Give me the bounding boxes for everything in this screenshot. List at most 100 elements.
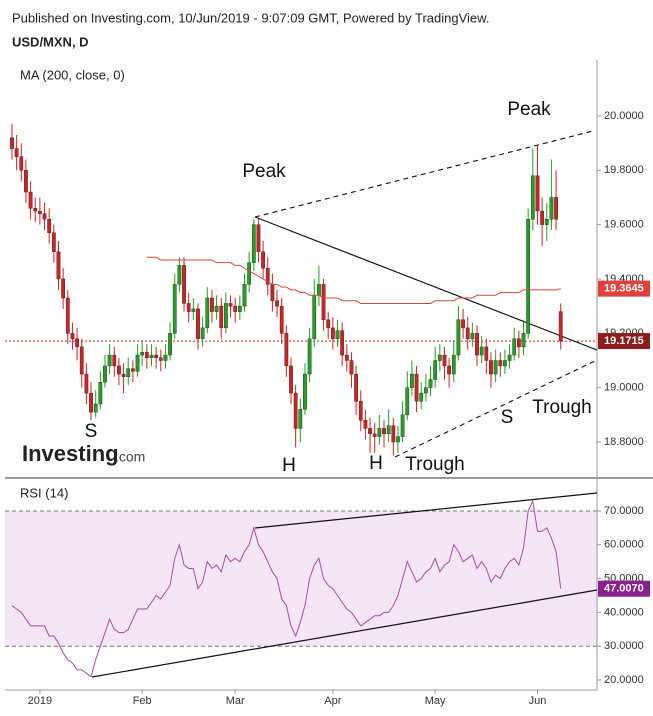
- candle-body: [470, 333, 475, 339]
- candle-body: [251, 224, 256, 263]
- trendline-dashed: [394, 359, 598, 458]
- candle-body: [219, 305, 224, 329]
- annotation: Trough: [405, 454, 465, 475]
- candle-body: [530, 175, 535, 220]
- candle-body: [265, 267, 270, 285]
- x-tick-label: May: [425, 695, 446, 707]
- candle-body: [182, 265, 186, 304]
- candle-body: [186, 303, 191, 312]
- y-tick-label: 18.8000: [604, 436, 644, 448]
- candle-body: [131, 368, 135, 372]
- candle-body: [121, 373, 126, 377]
- rsi-tag-label: 47.0070: [604, 583, 644, 595]
- y-tick-label: 60.0000: [604, 539, 644, 551]
- x-tick-label: Apr: [324, 695, 341, 707]
- candle-body: [28, 191, 33, 209]
- y-tick-label: 40.0000: [604, 606, 644, 618]
- annotation: H: [282, 455, 296, 476]
- candle-body: [307, 338, 312, 375]
- candle-body: [344, 354, 349, 361]
- candle-body: [84, 373, 89, 394]
- candle-body: [326, 319, 331, 329]
- candle-body: [489, 360, 493, 375]
- candle-body: [340, 330, 345, 356]
- tag-layer: 19.3645 19.1715 47.0070: [598, 280, 650, 597]
- annotation: Trough: [532, 397, 592, 418]
- candle-body: [507, 354, 512, 361]
- logo: Investing: [22, 441, 119, 466]
- candle-body: [65, 297, 70, 334]
- candle-body: [158, 357, 163, 361]
- annotation: Peak: [242, 161, 286, 182]
- candle-body: [456, 319, 461, 356]
- candle-body: [479, 346, 484, 356]
- candle-body: [391, 425, 396, 443]
- candle-body: [24, 170, 28, 193]
- candle-body: [247, 262, 252, 285]
- candle-body: [144, 352, 149, 358]
- candle-body: [93, 403, 98, 413]
- rsi-trendline: [254, 492, 598, 529]
- candle-body: [535, 175, 540, 212]
- logo-suffix: .com: [115, 449, 145, 465]
- candle-body: [75, 338, 79, 348]
- candle-body: [321, 284, 326, 320]
- candle-body: [493, 360, 498, 375]
- price-tag-label: 19.1715: [604, 335, 644, 347]
- y-tick-label: 19.8000: [604, 164, 644, 176]
- candle-body: [205, 297, 210, 329]
- chart-title: USD/MXN, D: [12, 34, 89, 49]
- candle-body: [386, 425, 391, 435]
- candle-body: [210, 297, 214, 312]
- candle-body: [554, 197, 558, 220]
- candle-body: [484, 346, 489, 361]
- candle-body: [98, 382, 103, 405]
- annotation: S: [501, 407, 514, 428]
- candle-body: [544, 219, 549, 225]
- candle-body: [112, 354, 117, 367]
- x-tick-label: Feb: [133, 695, 152, 707]
- candle-body: [437, 354, 442, 361]
- marks-layer: [10, 115, 601, 694]
- candle-body: [38, 210, 42, 214]
- candle-body: [163, 354, 168, 361]
- trendline: [254, 216, 598, 351]
- candle-body: [414, 373, 419, 402]
- trendline-layer: [5, 60, 653, 691]
- candle-body: [154, 354, 159, 358]
- candle-body: [270, 284, 275, 301]
- candle-body: [279, 305, 284, 334]
- candle-body: [372, 433, 377, 437]
- candle-body: [117, 365, 121, 375]
- candle-body: [442, 354, 447, 367]
- candle-body: [10, 137, 14, 149]
- candle-body: [312, 295, 317, 339]
- candle-body: [521, 333, 526, 348]
- y-tick-label: 20.0000: [604, 110, 644, 122]
- x-tick-label: 2019: [28, 695, 52, 707]
- price-tag: [598, 280, 650, 297]
- candle-body: [293, 392, 298, 429]
- y-tick-label: 70.0000: [604, 505, 644, 517]
- candle-body: [447, 365, 451, 375]
- x-tick-label: Jun: [529, 695, 547, 707]
- candle-body: [242, 284, 247, 307]
- candle-body: [42, 213, 47, 220]
- candle-body: [465, 327, 470, 339]
- candle-body: [191, 308, 196, 312]
- candle-body: [89, 392, 93, 413]
- rsi-tag: [598, 580, 650, 597]
- candle-body: [540, 210, 544, 225]
- candle-body: [298, 409, 303, 429]
- candle-body: [503, 360, 507, 367]
- y-tick-label: 30.0000: [604, 640, 644, 652]
- candle-body: [61, 278, 66, 299]
- candle-body: [177, 265, 182, 285]
- candle-body: [19, 156, 24, 171]
- x-tick-label: Mar: [226, 695, 245, 707]
- candle-body: [512, 338, 517, 356]
- candle-body: [33, 208, 38, 212]
- price-tag-label: 19.3645: [604, 283, 644, 295]
